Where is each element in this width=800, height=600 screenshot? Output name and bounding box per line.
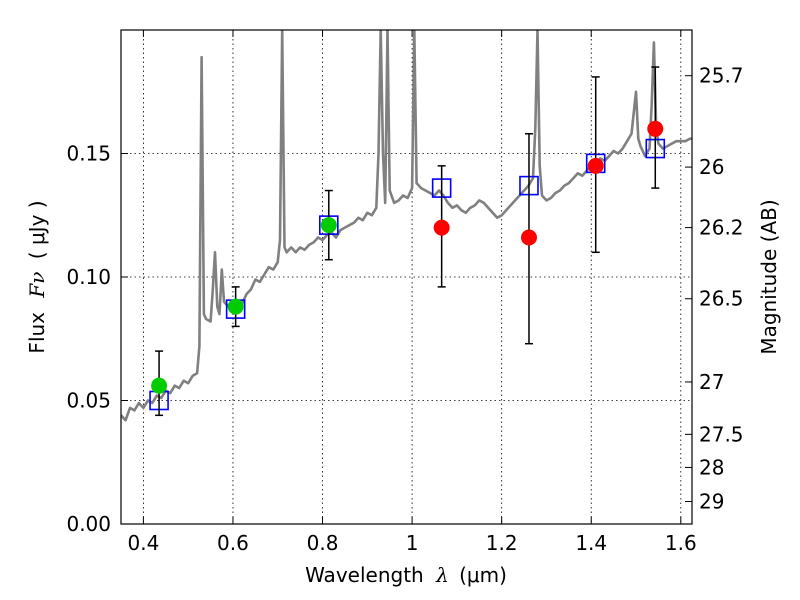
y2-tick-label: 25.7 xyxy=(699,64,744,88)
observed-point xyxy=(647,120,664,137)
y2-tick-label: 29 xyxy=(699,490,724,514)
x-axis-label: Wavelength λ (μm) xyxy=(305,563,507,587)
y2-tick-label: 28 xyxy=(699,455,724,479)
observed-point xyxy=(151,377,168,394)
y2-axis-label: Magnitude (AB) xyxy=(757,199,781,354)
x-tick-label: 0.4 xyxy=(127,531,159,555)
y-axis-right: 25.7 26 26.2 26.5 27 27.5 28 29 xyxy=(685,64,744,514)
y-tick-label: 0.10 xyxy=(66,265,111,289)
observed-point xyxy=(587,157,604,174)
observed-point xyxy=(227,298,244,315)
observed-point xyxy=(320,217,337,234)
observed-point xyxy=(520,229,537,246)
x-tick-label: 1.4 xyxy=(575,531,607,555)
x-tick-label: 1.6 xyxy=(665,531,697,555)
x-tick-label: 1 xyxy=(406,531,419,555)
x-axis: 0.4 0.6 0.8 1 1.2 1.4 1.6 xyxy=(127,30,697,555)
y-axis-label: Flux Fν ( μJy ) xyxy=(25,200,49,353)
y2-tick-label: 26.5 xyxy=(699,287,744,311)
observed-point xyxy=(433,219,450,236)
y2-tick-label: 27.5 xyxy=(699,422,744,446)
spectrum-line xyxy=(121,30,692,422)
y-tick-label: 0.05 xyxy=(66,389,111,413)
y-tick-label: 0.15 xyxy=(66,142,111,166)
y2-tick-label: 27 xyxy=(699,370,724,394)
y-axis-left: 0.00 0.05 0.10 0.15 xyxy=(66,142,128,536)
x-tick-label: 0.6 xyxy=(217,531,249,555)
y-tick-label: 0.00 xyxy=(66,512,111,536)
plot-area xyxy=(121,30,692,422)
y2-tick-label: 26 xyxy=(699,155,724,179)
grid-lines xyxy=(121,30,692,525)
x-tick-label: 0.8 xyxy=(307,531,339,555)
y2-tick-label: 26.2 xyxy=(699,216,744,240)
x-tick-label: 1.2 xyxy=(486,531,518,555)
